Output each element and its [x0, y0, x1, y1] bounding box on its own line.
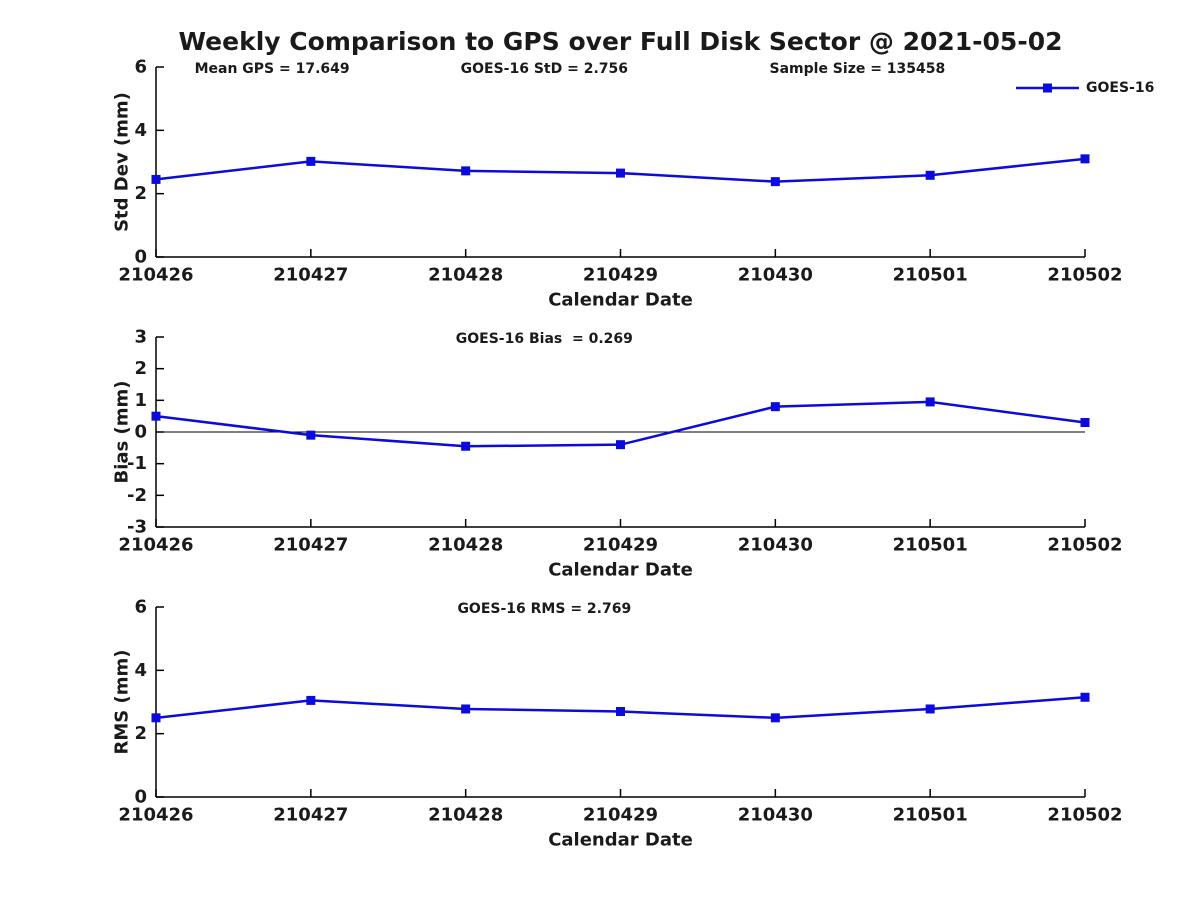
x-tick-label: 210502 — [1047, 535, 1122, 556]
legend-marker — [1043, 83, 1052, 93]
chart-rms: 0 2 4 6 210426 210427 210428 210429 210430 210501… — [112, 597, 1123, 851]
data-point-marker — [306, 156, 316, 166]
data-point-marker — [1080, 154, 1090, 164]
data-point-marker — [925, 704, 935, 714]
x-tick-label: 210427 — [273, 535, 348, 556]
y-tick-label: 2 — [134, 183, 147, 204]
x-tick-label: 210428 — [428, 265, 503, 286]
x-tick-label: 210429 — [583, 805, 658, 826]
x-tick-label: 210426 — [118, 265, 193, 286]
x-tick-label: 210427 — [273, 265, 348, 286]
y-tick-label: 0 — [134, 422, 147, 443]
y-tick-label: 4 — [134, 120, 147, 141]
data-point-marker — [770, 402, 780, 412]
x-tick-label: 210501 — [893, 535, 968, 556]
x-tick-label: 210502 — [1047, 265, 1122, 286]
y-tick-label: 0 — [134, 247, 147, 268]
annotation: GOES-16 StD = 2.756 — [461, 61, 628, 77]
data-point-marker — [1080, 418, 1090, 427]
x-tick-label: 210430 — [738, 535, 813, 556]
x-axis-label: Calendar Date — [548, 290, 693, 311]
data-point-marker — [616, 440, 625, 450]
data-point-marker — [306, 695, 316, 705]
series-line — [155, 400, 1086, 448]
annotation: Mean GPS = 17.649 — [195, 61, 350, 77]
data-point-marker — [151, 174, 161, 184]
figure-title: Weekly Comparison to GPS over Full Disk … — [178, 27, 1063, 56]
x-tick-label: 210502 — [1047, 805, 1122, 826]
y-tick-label: 2 — [134, 723, 147, 744]
y-tick-label: 2 — [134, 358, 147, 379]
y-tick-label: -2 — [127, 485, 147, 506]
data-point-marker — [461, 166, 471, 176]
data-point-marker — [770, 713, 780, 723]
data-point-marker — [616, 707, 625, 716]
x-tick-label: 210426 — [118, 805, 193, 826]
data-point-marker — [461, 704, 471, 714]
annotation: GOES-16 RMS = 2.769 — [457, 601, 631, 617]
data-point-marker — [1080, 692, 1090, 702]
y-tick-label: 0 — [134, 787, 147, 808]
data-point-marker — [770, 177, 780, 187]
annotation: GOES-16 Bias = 0.269 — [456, 331, 633, 347]
y-tick-label: -1 — [127, 453, 147, 474]
data-point-marker — [151, 411, 161, 421]
y-tick-label: 3 — [134, 327, 147, 348]
x-tick-label: 210430 — [738, 805, 813, 826]
x-tick-label: 210426 — [118, 535, 193, 556]
x-tick-label: 210429 — [583, 535, 658, 556]
x-tick-label: 210430 — [738, 265, 813, 286]
y-axis-label: Std Dev (mm) — [112, 92, 133, 232]
x-tick-label: 210429 — [583, 265, 658, 286]
y-tick-label: 6 — [134, 597, 147, 618]
x-tick-label: 210501 — [893, 805, 968, 826]
y-tick-label: -3 — [127, 517, 147, 538]
y-tick-label: 4 — [134, 660, 147, 681]
y-tick-label: 6 — [134, 57, 147, 78]
y-axis-label: Bias (mm) — [112, 381, 133, 484]
annotation: Sample Size = 135458 — [770, 61, 946, 77]
data-point-marker — [151, 713, 161, 723]
data-point-marker — [461, 441, 471, 451]
x-axis-label: Calendar Date — [548, 830, 693, 851]
data-point-marker — [616, 168, 625, 178]
y-axis-label: RMS (mm) — [112, 650, 133, 755]
data-point-marker — [306, 430, 316, 440]
chart-bias: -3 -2 -1 0 1 2 3 210426 210427 210428 210429 210430… — [112, 327, 1123, 581]
data-point-marker — [925, 397, 935, 407]
legend-label: GOES-16 — [1086, 80, 1154, 96]
x-axis-label: Calendar Date — [548, 560, 693, 581]
x-tick-label: 210428 — [428, 805, 503, 826]
x-tick-label: 210428 — [428, 535, 503, 556]
y-tick-label: 1 — [134, 390, 147, 411]
x-tick-label: 210427 — [273, 805, 348, 826]
chart-std-dev: 0 2 4 6 210426 210427 210428 210429 210430 210501… — [112, 57, 1155, 311]
x-tick-label: 210501 — [893, 265, 968, 286]
data-point-marker — [925, 170, 935, 180]
